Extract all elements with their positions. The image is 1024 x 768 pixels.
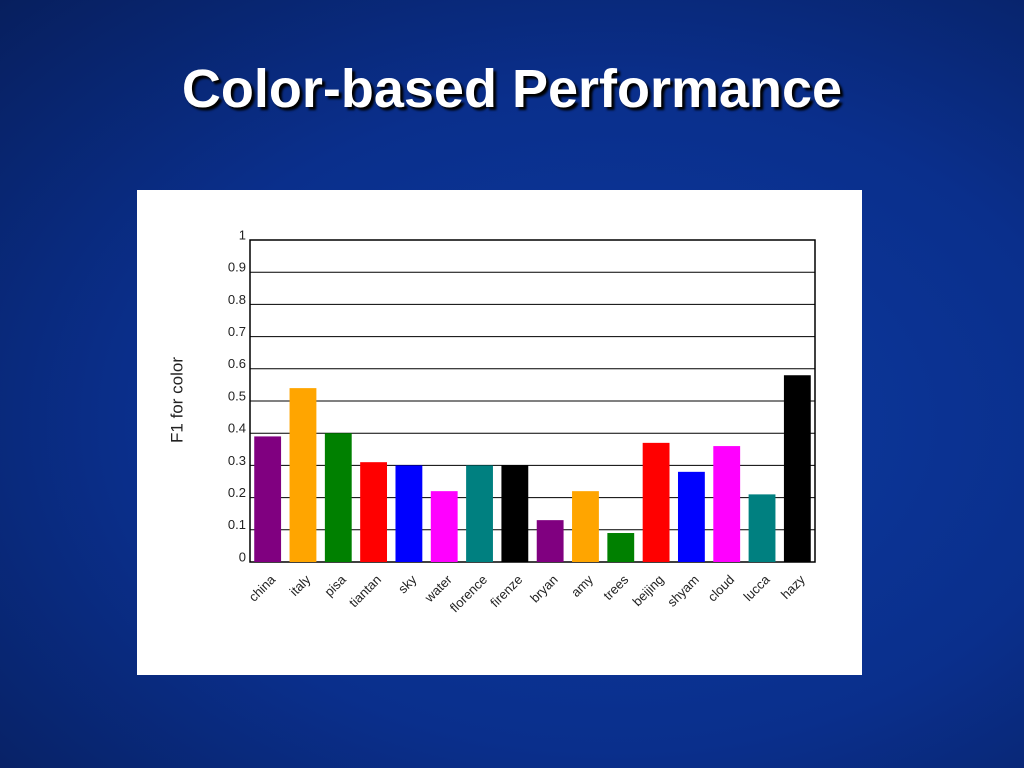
bar: [324, 433, 352, 562]
plot-frame: [249, 239, 816, 563]
y-tick-label: 0.6: [228, 356, 246, 371]
bar: [430, 491, 458, 562]
y-tick-label: 0.5: [228, 388, 246, 403]
y-axis-label: F1 for color: [167, 357, 186, 443]
y-tick-label: 0.1: [228, 517, 246, 532]
bar: [501, 465, 529, 562]
bar: [783, 375, 811, 562]
chart: F1 for color 0 0.1 0.2 0.3 0.4 0.5 0.6 0.7 0.8 0.…: [137, 190, 862, 675]
bar: [466, 465, 493, 562]
y-tick-label: 1: [239, 227, 246, 242]
y-tick-label: 0.2: [228, 485, 246, 500]
y-tick-label: 0.8: [228, 292, 246, 307]
bar: [536, 520, 564, 562]
y-tick-label: 0.3: [228, 453, 246, 468]
bar: [395, 465, 423, 562]
y-tick-label: 0.4: [228, 421, 246, 436]
bar: [748, 494, 776, 562]
bar: [360, 462, 388, 562]
y-tick-label: 0.9: [228, 260, 246, 275]
bar: [572, 491, 599, 562]
bar: [713, 446, 741, 562]
bar: [289, 388, 317, 562]
bar: [677, 471, 705, 562]
bar: [607, 533, 635, 562]
bar: [254, 436, 282, 562]
y-tick-label: 0.7: [228, 324, 246, 339]
slide-title: Color-based Performance: [181, 59, 843, 119]
bar: [642, 442, 670, 562]
y-tick-label: 0: [239, 549, 246, 564]
chart-background: [137, 190, 862, 675]
